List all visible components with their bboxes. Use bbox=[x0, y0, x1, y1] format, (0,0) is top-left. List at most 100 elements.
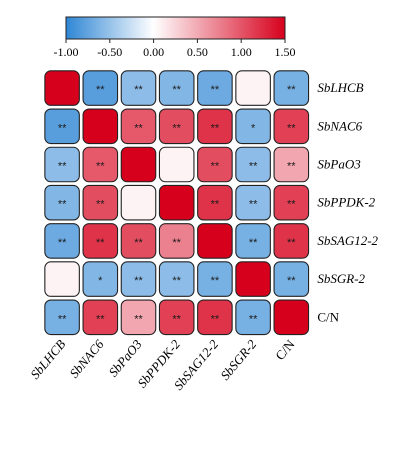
heatmap-cell bbox=[82, 70, 119, 106]
heatmap-cell bbox=[44, 299, 80, 336]
significance-marker: ** bbox=[172, 237, 181, 249]
heatmap-cell bbox=[197, 223, 233, 259]
heatmap-cell bbox=[273, 146, 310, 183]
heatmap-cell bbox=[273, 299, 310, 336]
heatmap-cell bbox=[158, 184, 195, 221]
colorbar: -1.00 -0.50 0.00 0.50 1.00 1.50 bbox=[54, 16, 296, 59]
heatmap-cell bbox=[235, 146, 271, 183]
heatmap-cell bbox=[158, 223, 195, 259]
heatmap-cells: ** ** ** ** **** ** ** ** * **** ** ** ** **** ** ** ** *… bbox=[44, 70, 310, 336]
heatmap-cell bbox=[235, 223, 271, 259]
significance-marker: ** bbox=[287, 275, 296, 287]
significance-marker: ** bbox=[58, 313, 67, 325]
heatmap-cell bbox=[273, 184, 310, 221]
heatmap-cell bbox=[197, 299, 233, 336]
heatmap-cell bbox=[235, 261, 271, 297]
significance-marker: ** bbox=[287, 161, 296, 173]
row-label: SbSGR-2 bbox=[317, 271, 365, 286]
row-label: SbPPDK-2 bbox=[317, 195, 375, 210]
heatmap-cell bbox=[120, 146, 157, 183]
heatmap-cell bbox=[158, 299, 195, 336]
significance-marker: * bbox=[98, 275, 103, 287]
significance-marker: ** bbox=[58, 237, 67, 249]
row-label: C/N bbox=[317, 309, 339, 324]
heatmap-cell bbox=[44, 184, 80, 221]
column-label: SbLHCB bbox=[27, 337, 68, 382]
heatmap-cell bbox=[120, 223, 157, 259]
heatmap-cell bbox=[120, 299, 157, 336]
heatmap-cell bbox=[235, 70, 271, 106]
heatmap-cell bbox=[44, 70, 80, 106]
colorbar-ticks: -1.00 -0.50 0.00 0.50 1.00 1.50 bbox=[54, 39, 296, 59]
significance-marker: ** bbox=[172, 275, 181, 287]
heatmap-cell bbox=[273, 108, 310, 145]
significance-marker: ** bbox=[211, 313, 220, 325]
heatmap-cell bbox=[197, 184, 233, 221]
heatmap-cell bbox=[120, 108, 157, 145]
heatmap-cell bbox=[197, 108, 233, 145]
heatmap-cell bbox=[82, 299, 119, 336]
heatmap-cell bbox=[235, 108, 271, 145]
significance-marker: ** bbox=[249, 199, 258, 211]
row-label: SbSAG12-2 bbox=[317, 233, 378, 248]
significance-marker: ** bbox=[96, 161, 105, 173]
heatmap-cell bbox=[158, 146, 195, 183]
significance-marker: ** bbox=[211, 275, 220, 287]
heatmap-cell bbox=[44, 261, 80, 297]
significance-marker: ** bbox=[211, 161, 220, 173]
significance-marker: ** bbox=[96, 199, 105, 211]
significance-marker: ** bbox=[249, 161, 258, 173]
significance-marker: ** bbox=[96, 237, 105, 249]
colorbar-tick-label: -1.00 bbox=[54, 45, 79, 59]
heatmap-cell bbox=[197, 70, 233, 106]
significance-marker: ** bbox=[58, 161, 67, 173]
heatmap-cell bbox=[273, 223, 310, 259]
heatmap-cell bbox=[44, 146, 80, 183]
heatmap-cell bbox=[158, 261, 195, 297]
heatmap-cell bbox=[82, 223, 119, 259]
significance-marker: ** bbox=[211, 199, 220, 211]
row-labels: SbLHCB SbNAC6 SbPaO3 SbPPDK-2 SbSAG12-2 SbSGR… bbox=[317, 80, 378, 324]
significance-marker: ** bbox=[172, 313, 181, 325]
significance-marker: ** bbox=[134, 313, 143, 325]
heatmap-cell bbox=[82, 261, 119, 297]
significance-marker: ** bbox=[172, 84, 181, 96]
column-label: C/N bbox=[272, 336, 298, 363]
significance-marker: ** bbox=[96, 84, 105, 96]
significance-marker: ** bbox=[287, 237, 296, 249]
heatmap-cell bbox=[82, 184, 119, 221]
heatmap-cell bbox=[82, 108, 119, 145]
column-label: SbSGR-2 bbox=[217, 336, 259, 383]
column-label: SbPaO3 bbox=[105, 336, 145, 379]
heatmap-cell bbox=[120, 70, 157, 106]
significance-marker: ** bbox=[58, 199, 67, 211]
heatmap-cell bbox=[273, 261, 310, 297]
heatmap-cell bbox=[158, 70, 195, 106]
heatmap-cell bbox=[235, 299, 271, 336]
colorbar-tick-label: -0.50 bbox=[97, 45, 122, 59]
significance-marker: ** bbox=[249, 313, 258, 325]
row-label: SbPaO3 bbox=[317, 157, 361, 172]
row-label: SbNAC6 bbox=[317, 118, 362, 133]
significance-marker: ** bbox=[134, 84, 143, 96]
heatmap-cell bbox=[158, 108, 195, 145]
heatmap-cell bbox=[44, 108, 80, 145]
heatmap-cell bbox=[120, 184, 157, 221]
colorbar-gradient bbox=[65, 16, 286, 40]
column-label: SbNAC6 bbox=[66, 336, 107, 380]
heatmap-cell bbox=[44, 223, 80, 259]
heatmap-cell bbox=[120, 261, 157, 297]
heatmap-cell bbox=[273, 70, 310, 106]
significance-marker: ** bbox=[211, 84, 220, 96]
row-label: SbLHCB bbox=[317, 80, 363, 95]
heatmap-cell bbox=[235, 184, 271, 221]
heatmap-cell bbox=[197, 261, 233, 297]
significance-marker: * bbox=[251, 122, 256, 134]
colorbar-tick-label: 0.00 bbox=[143, 45, 164, 59]
significance-marker: ** bbox=[96, 313, 105, 325]
significance-marker: ** bbox=[287, 122, 296, 134]
significance-marker: ** bbox=[134, 237, 143, 249]
significance-marker: ** bbox=[287, 84, 296, 96]
significance-marker: ** bbox=[134, 275, 143, 287]
